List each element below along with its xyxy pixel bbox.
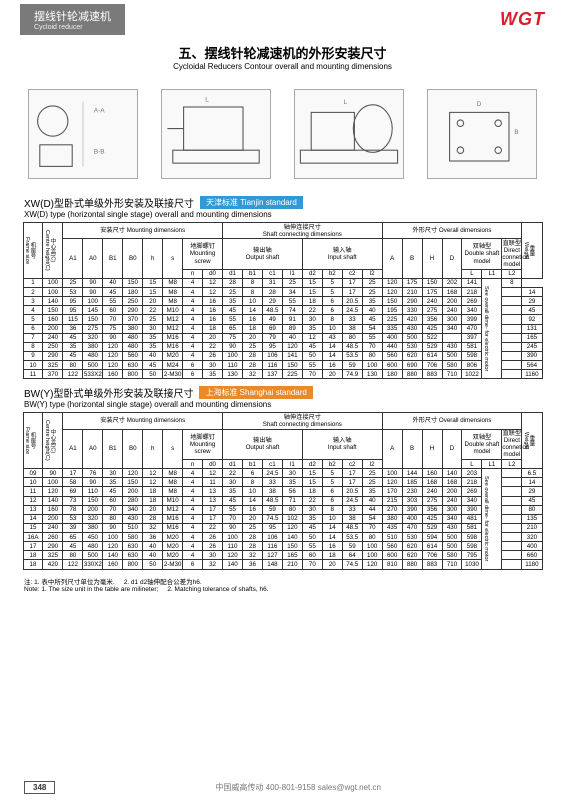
tag-shanghai: 上海标准 Shanghai standard [199, 386, 312, 399]
diagram-motor: L [294, 89, 404, 179]
footer-center: 中国威高传动 400-801-9158 sales@wgt.net.cn [215, 782, 381, 793]
title-block: 五、摆线针轮减速机的外形安装尺寸 Cycloidal Reducers Cont… [0, 43, 565, 71]
svg-text:D: D [477, 101, 482, 108]
header-tab-wrap: 摆线针轮减速机 Cycloid reducer [20, 4, 125, 35]
header-tab-en: Cycloid reducer [34, 24, 111, 31]
header-tab-cn: 摆线针轮减速机 [34, 8, 111, 24]
svg-text:L: L [205, 97, 209, 104]
footer: 348 中国威高传动 400-801-9158 sales@wgt.net.cn [0, 781, 565, 794]
section-a-cn: XW(D)型卧式单级外形安装及联接尺寸 [24, 195, 194, 210]
section-b-en: BW(Y) type (horizontal single stage) ove… [0, 400, 565, 409]
page-number: 348 [24, 781, 55, 794]
table-bwy: 机座号Frame size中心高(C)Centre height(C)安装尺寸 … [23, 412, 543, 569]
notes: 注: 1. 表中所列尺寸单位为毫米. 2. d1 d2轴伸配合公差为h6. No… [0, 576, 565, 593]
note-2a: Note: 1. The size unit in the table are … [24, 586, 158, 593]
section-a-label: XW(D)型卧式单级外形安装及联接尺寸 天津标准 Tianjin standar… [0, 195, 565, 210]
section-a-en: XW(D) type (horizontal single stage) ove… [0, 210, 565, 219]
header-tab: 摆线针轮减速机 Cycloid reducer [20, 4, 125, 35]
diagram-sideview: A-A B-B [28, 89, 138, 179]
logo: WGT [500, 9, 545, 30]
note-1a: 注: 1. 表中所列尺寸单位为毫米. [24, 579, 115, 586]
tag-tianjin: 天津标准 Tianjin standard [200, 196, 303, 209]
note-2b: 2. Matching tolerance of shafts, h6. [167, 586, 268, 593]
section-b-label: BW(Y)型卧式单级外形安装及联接尺寸 上海标准 Shanghai standa… [0, 385, 565, 400]
note-1b: 2. d1 d2轴伸配合公差为h6. [124, 579, 202, 586]
diagram-front: L [161, 89, 271, 179]
diagram-row: A-AB-B L L DB [0, 75, 565, 195]
title-en: Cycloidal Reducers Contour overall and m… [0, 62, 565, 71]
svg-text:B-B: B-B [93, 148, 104, 155]
page-header: 摆线针轮减速机 Cycloid reducer WGT [0, 0, 565, 37]
svg-text:L: L [344, 99, 348, 106]
diagram-top: DB [427, 89, 537, 179]
svg-text:B: B [515, 129, 519, 136]
svg-text:A-A: A-A [93, 107, 104, 114]
title-cn: 五、摆线针轮减速机的外形安装尺寸 [0, 43, 565, 62]
table-xwd: 机座号Frame size中心高(C)Centre height(C)安装尺寸 … [23, 222, 543, 379]
section-b-cn: BW(Y)型卧式单级外形安装及联接尺寸 [24, 385, 193, 400]
